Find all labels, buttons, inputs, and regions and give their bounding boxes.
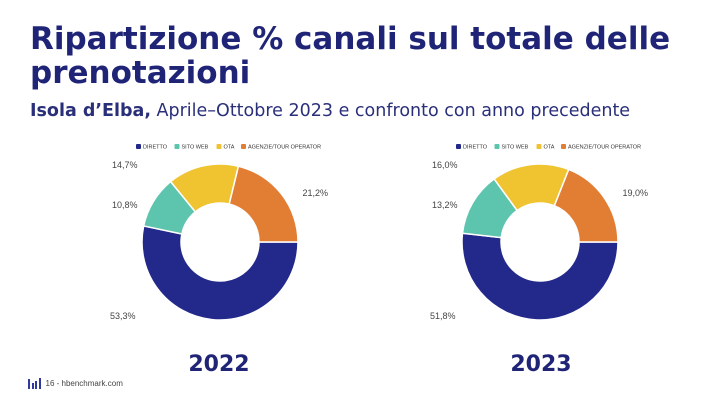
legend-label-agenzie-tour-operator: AGENZIE/TOUR OPERATOR <box>568 145 641 151</box>
legend-swatch-ota <box>536 144 542 149</box>
donut-chart-2022: DIRETTO SITO WEB OTA AGENZIE/TOUR OPERATOR 5… <box>92 138 352 348</box>
slice-agenzie-tour-operator-2023 <box>553 168 619 243</box>
data-label-sito-web-2022: 10,8% <box>112 200 138 210</box>
donut-chart-2023: DIRETTO SITO WEB OTA AGENZIE/TOUR OPERATOR 5… <box>412 138 672 348</box>
legend-swatch-ota <box>216 144 222 149</box>
legend-label-sito-web: SITO WEB <box>182 145 209 151</box>
subtitle-period: Aprile–Ottobre 2023 e confronto con anno… <box>150 101 631 121</box>
data-label-agenzie-tour-operator-2022: 21,2% <box>302 188 328 198</box>
legend-label-ota: OTA <box>224 145 235 151</box>
data-label-ota-2022: 14,7% <box>112 160 138 170</box>
year-label-2022: 2022 <box>188 352 250 377</box>
data-label-diretto-2022: 53,3% <box>110 311 136 321</box>
donut-chart-2022-svg: DIRETTO SITO WEB OTA AGENZIE/TOUR OPERATOR 5… <box>110 144 328 321</box>
legend-swatch-sito-web <box>494 144 500 149</box>
subtitle-location: Isola d’Elba, <box>30 101 151 121</box>
slice-diretto-2022 <box>141 225 299 321</box>
legend-2023: DIRETTO SITO WEB OTA AGENZIE/TOUR OPERATOR <box>456 144 641 151</box>
footer-text: 16 - hbenchmark.com <box>45 379 123 388</box>
legend-swatch-agenzie-tour-operator <box>241 144 246 149</box>
data-label-diretto-2023: 51,8% <box>430 311 456 321</box>
donut-chart-2023-svg: DIRETTO SITO WEB OTA AGENZIE/TOUR OPERATOR 5… <box>430 144 648 321</box>
legend-swatch-diretto <box>456 144 461 149</box>
data-label-sito-web-2023: 13,2% <box>432 200 458 210</box>
legend-label-diretto: DIRETTO <box>463 145 488 151</box>
legend-2022: DIRETTO SITO WEB OTA AGENZIE/TOUR OPERATOR <box>136 144 321 151</box>
footer: 16 - hbenchmark.com <box>28 378 123 389</box>
page-subtitle: Isola d’Elba, Aprile–Ottobre 2023 e conf… <box>30 101 630 121</box>
page-title: Ripartizione % canali sul totale delle p… <box>30 21 671 91</box>
legend-label-agenzie-tour-operator: AGENZIE/TOUR OPERATOR <box>248 145 321 151</box>
data-label-agenzie-tour-operator-2023: 19,0% <box>622 188 648 198</box>
legend-label-ota: OTA <box>544 145 555 151</box>
legend-swatch-diretto <box>136 144 141 149</box>
legend-swatch-sito-web <box>174 144 180 149</box>
hbenchmark-logo-icon <box>28 378 41 389</box>
slice-agenzie-tour-operator-2022 <box>228 165 299 243</box>
year-label-2023: 2023 <box>510 352 572 377</box>
slice-diretto-2023 <box>461 232 619 321</box>
legend-label-diretto: DIRETTO <box>143 145 168 151</box>
legend-label-sito-web: SITO WEB <box>502 145 529 151</box>
data-label-ota-2023: 16,0% <box>432 160 458 170</box>
legend-swatch-agenzie-tour-operator <box>561 144 566 149</box>
